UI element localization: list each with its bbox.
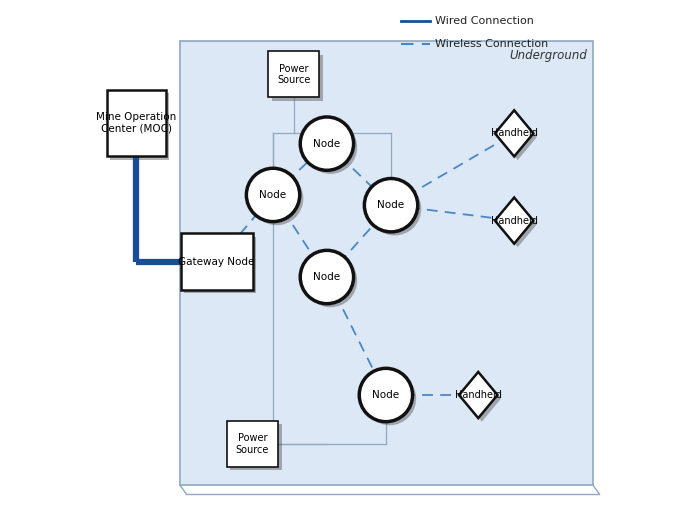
Circle shape xyxy=(300,117,354,170)
Text: Node: Node xyxy=(314,139,340,149)
Polygon shape xyxy=(498,114,537,160)
FancyBboxPatch shape xyxy=(106,90,166,156)
Polygon shape xyxy=(495,198,533,244)
FancyBboxPatch shape xyxy=(227,421,278,467)
Polygon shape xyxy=(495,110,533,156)
Circle shape xyxy=(368,182,421,235)
Text: Node: Node xyxy=(372,390,400,400)
FancyBboxPatch shape xyxy=(272,55,323,101)
Polygon shape xyxy=(463,376,501,422)
Text: Gateway Node: Gateway Node xyxy=(178,256,255,267)
Circle shape xyxy=(300,250,354,304)
Circle shape xyxy=(363,372,416,425)
Polygon shape xyxy=(459,372,498,418)
Circle shape xyxy=(365,179,418,232)
Text: Node: Node xyxy=(260,190,286,200)
Circle shape xyxy=(304,254,357,307)
Text: Handheld: Handheld xyxy=(455,390,502,400)
FancyBboxPatch shape xyxy=(230,424,282,470)
Text: Mine Operation
Center (MOC): Mine Operation Center (MOC) xyxy=(96,112,176,134)
FancyBboxPatch shape xyxy=(181,233,253,290)
Text: Wired Connection: Wired Connection xyxy=(435,15,533,26)
Text: Node: Node xyxy=(377,200,405,210)
FancyBboxPatch shape xyxy=(110,93,169,160)
FancyBboxPatch shape xyxy=(184,237,256,293)
Circle shape xyxy=(359,368,412,422)
FancyBboxPatch shape xyxy=(268,51,319,97)
Text: Handheld: Handheld xyxy=(491,128,538,139)
Circle shape xyxy=(304,121,357,174)
Text: Handheld: Handheld xyxy=(491,215,538,226)
Circle shape xyxy=(250,172,303,225)
Polygon shape xyxy=(498,201,537,247)
Text: Power
Source: Power Source xyxy=(277,64,310,85)
Text: Node: Node xyxy=(314,272,340,282)
FancyBboxPatch shape xyxy=(180,41,593,485)
Text: Power
Source: Power Source xyxy=(236,433,270,455)
Circle shape xyxy=(246,168,300,222)
Text: Wireless Connection: Wireless Connection xyxy=(435,38,548,49)
Text: Underground: Underground xyxy=(510,49,587,62)
